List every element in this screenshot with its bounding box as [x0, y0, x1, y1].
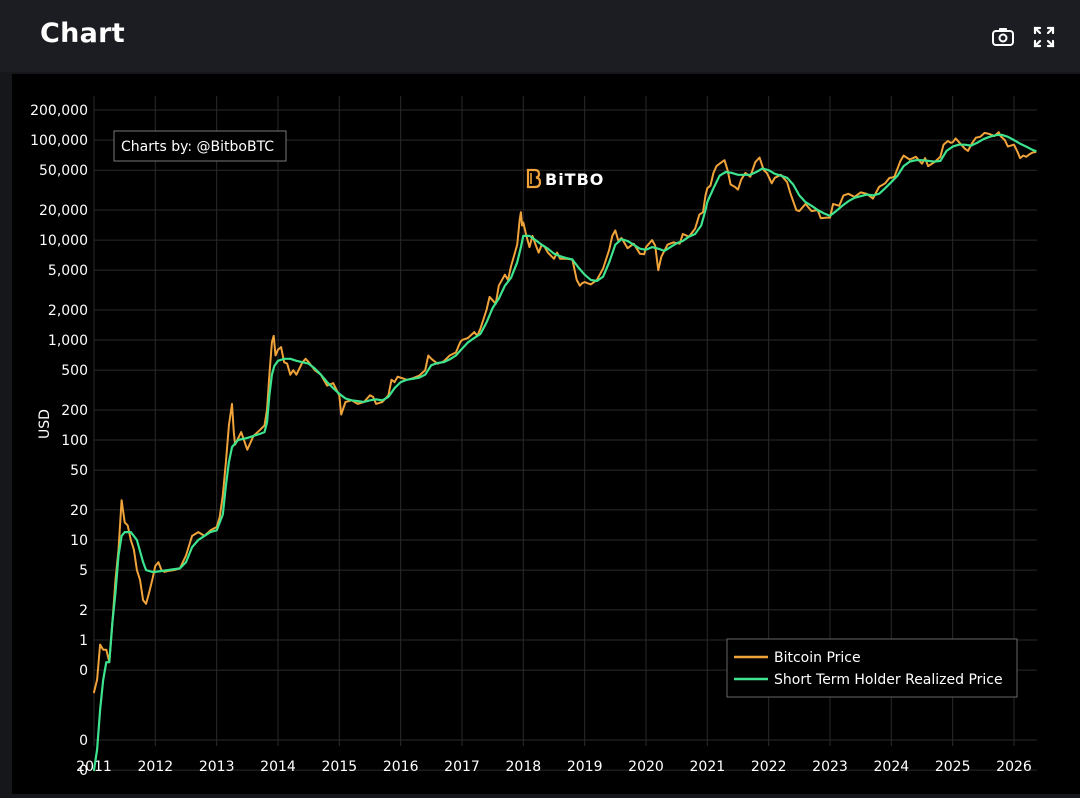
y-tick-label: 20 [70, 503, 88, 519]
grid [93, 96, 1037, 771]
y-tick-label: 10 [70, 533, 88, 549]
y-tick-label: 10,000 [39, 233, 88, 249]
y-tick-label: 1 [79, 633, 88, 649]
y-tick-label: 100 [61, 433, 88, 449]
x-tick-label: 2024 [874, 759, 910, 775]
x-tick-label: 2015 [322, 759, 358, 775]
camera-icon[interactable] [990, 24, 1016, 50]
x-tick-label: 2012 [138, 759, 174, 775]
y-tick-label: 200 [61, 403, 88, 419]
x-tick-label: 2019 [567, 759, 603, 775]
y-tick-label: 5,000 [48, 263, 88, 279]
y-tick-label: 100,000 [30, 133, 88, 149]
y-tick-label: 0 [79, 763, 88, 779]
x-tick-label: 2013 [199, 759, 235, 775]
chart-panel: 0 0 0 1 2 5 10 20 50 100 200 500 1,000 2,000 5,000 10,0… [12, 74, 1080, 794]
x-axis: 2011 2012 2013 2014 2015 2016 2017 2018 2019 2020… [76, 759, 1032, 775]
x-tick-label: 2018 [506, 759, 542, 775]
x-tick-label: 2026 [996, 759, 1032, 775]
bitbo-logo: BiTBO [526, 168, 604, 189]
legend: Bitcoin Price Short Term Holder Realized… [726, 638, 1018, 698]
legend-label-price: Bitcoin Price [774, 650, 861, 666]
y-tick-label: 50,000 [39, 163, 88, 179]
y-tick-label: 500 [61, 363, 88, 379]
x-tick-label: 2016 [383, 759, 419, 775]
credit-text: Charts by: @BitboBTC [121, 139, 274, 155]
sth-realized-price-line [92, 133, 1037, 772]
y-tick-label: 2 [79, 603, 88, 619]
y-tick-label: 50 [70, 463, 88, 479]
chart-header: Chart [0, 0, 1080, 72]
x-tick-label: 2023 [812, 759, 848, 775]
y-tick-label: 2,000 [48, 303, 88, 319]
page-title: Chart [40, 18, 125, 49]
credit-box: Charts by: @BitboBTC [113, 130, 287, 162]
y-tick-label: 0 [79, 663, 88, 679]
y-tick-label: 1,000 [48, 333, 88, 349]
fullscreen-icon[interactable] [1031, 24, 1057, 50]
bitbo-logo-text: BiTBO [545, 170, 604, 189]
y-tick-label: 5 [79, 563, 88, 579]
bitcoin-price-line [93, 131, 1037, 694]
y-axis: 0 0 0 1 2 5 10 20 50 100 200 500 1,000 2,000 5,000 10,0… [30, 103, 88, 779]
x-tick-label: 2025 [935, 759, 971, 775]
x-tick-label: 2020 [628, 759, 664, 775]
y-tick-label: 20,000 [39, 203, 88, 219]
series-lines [92, 131, 1037, 772]
y-axis-label: USD [37, 409, 53, 439]
x-tick-label: 2022 [751, 759, 787, 775]
legend-label-sth: Short Term Holder Realized Price [774, 672, 1003, 688]
y-tick-label: 0 [79, 733, 88, 749]
chart-svg: 0 0 0 1 2 5 10 20 50 100 200 500 1,000 2,000 5,000 10,0… [30, 96, 1037, 779]
x-tick-label: 2021 [690, 759, 726, 775]
x-tick-label: 2014 [260, 759, 296, 775]
x-tick-label: 2017 [444, 759, 480, 775]
bitbo-logo-icon [526, 168, 542, 189]
y-tick-label: 200,000 [30, 103, 88, 119]
